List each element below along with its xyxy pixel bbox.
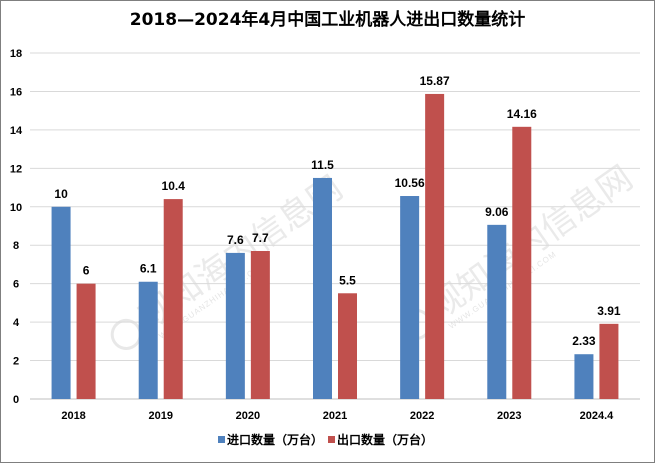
bar-import-2024.4 xyxy=(574,354,594,399)
y-tick-label: 8 xyxy=(13,240,19,252)
data-label: 5.5 xyxy=(339,273,356,287)
y-tick-label: 2 xyxy=(13,356,19,368)
x-tick-label: 2019 xyxy=(148,410,172,422)
data-label: 6 xyxy=(83,264,90,278)
x-tick-label: 2018 xyxy=(61,410,85,422)
data-label: 15.87 xyxy=(420,74,450,88)
data-label: 3.91 xyxy=(597,304,621,318)
bar-export-2018 xyxy=(76,283,96,399)
data-label: 10.4 xyxy=(162,179,186,193)
y-tick-label: 14 xyxy=(10,125,23,137)
x-tick-label: 2022 xyxy=(410,410,434,422)
data-label: 2.33 xyxy=(572,334,596,348)
data-label: 7.6 xyxy=(227,233,244,247)
x-axis-ticks: 2018 2019 2020 2021 2022 2023 2024.4 xyxy=(61,410,614,422)
x-tick-label: 2024.4 xyxy=(580,410,615,422)
watermark-logo-icon xyxy=(110,318,142,350)
data-label: 11.5 xyxy=(311,158,334,172)
y-tick-label: 16 xyxy=(10,86,22,98)
bar-export-2024.4 xyxy=(599,323,619,399)
data-label: 9.06 xyxy=(485,205,509,219)
bar-export-2020 xyxy=(250,250,270,399)
bar-import-2021 xyxy=(313,177,332,399)
y-tick-label: 0 xyxy=(13,394,19,406)
x-tick-label: 2021 xyxy=(323,410,347,422)
y-axis-ticks: 0 2 4 6 8 10 12 14 16 18 xyxy=(10,48,23,406)
bar-export-2019 xyxy=(163,199,183,399)
bar-import-2022 xyxy=(400,196,420,399)
gridlines xyxy=(30,52,640,400)
legend-swatch xyxy=(328,436,335,443)
data-labels: 10 6 6.1 10.4 7.6 7.7 11.5 5.5 10.56 15.87 9.06 14.… xyxy=(54,74,621,348)
y-tick-label: 6 xyxy=(13,279,19,291)
y-tick-label: 10 xyxy=(10,202,22,214)
data-label: 10 xyxy=(54,187,68,201)
bar-export-2022 xyxy=(425,93,445,400)
bars xyxy=(51,93,619,400)
data-label: 6.1 xyxy=(140,262,157,276)
y-tick-label: 4 xyxy=(13,317,20,329)
x-tick-label: 2023 xyxy=(497,410,521,422)
chart-title: 2018—2024年4月中国工业机器人进出口数量统计 xyxy=(130,9,525,30)
legend-entry: 进口数量（万台） xyxy=(227,432,323,447)
data-label: 14.16 xyxy=(507,107,537,121)
y-tick-label: 12 xyxy=(10,163,22,175)
bar-export-2023 xyxy=(512,126,532,400)
legend-entry: 出口数量（万台） xyxy=(337,432,433,447)
legend: 进口数量（万台） 出口数量（万台） xyxy=(218,432,433,447)
bar-import-2018 xyxy=(51,206,71,399)
data-label: 10.56 xyxy=(395,176,425,190)
bar-import-2020 xyxy=(225,252,245,399)
data-label: 7.7 xyxy=(252,231,269,245)
bar-export-2021 xyxy=(338,293,357,399)
bar-import-2023 xyxy=(487,224,507,399)
y-tick-label: 18 xyxy=(10,48,22,60)
x-tick-label: 2020 xyxy=(236,410,260,422)
bar-import-2019 xyxy=(138,281,158,399)
legend-swatch xyxy=(218,436,225,443)
